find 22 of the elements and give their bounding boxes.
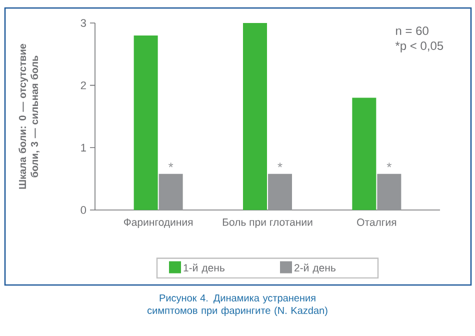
- y-tick-label: 2: [80, 81, 86, 90]
- bar: [377, 174, 402, 210]
- y-tick-label: 3: [80, 19, 86, 27]
- y-tick-label: 1: [81, 144, 86, 152]
- data-label: *: [278, 162, 282, 168]
- data-label: *: [168, 162, 174, 168]
- legend-label: 2-й день: [294, 264, 336, 274]
- annotation: *p < 0,05: [395, 42, 444, 52]
- y-axis-title: Шкала боли: 0 — отсутствие боли, 3 — сильная боль: [18, 44, 40, 189]
- bar: [268, 174, 292, 210]
- data-label: *: [386, 162, 392, 168]
- x-tick-label: Боль при глотании: [222, 218, 312, 228]
- bar: [158, 174, 183, 210]
- legend-label: 1-й день: [184, 264, 224, 274]
- x-tick-label: Оталгия: [357, 218, 396, 226]
- bar: [243, 22, 267, 210]
- y-tick-label: 0: [80, 206, 86, 214]
- annotation: n = 60: [396, 26, 428, 36]
- bar: [134, 35, 158, 210]
- text: Рисунок 4. Динамика устранения симптомов при фарингите (N. Kazdan): [148, 294, 328, 316]
- x-tick-label: Фарингодиния: [124, 218, 193, 228]
- bar: [352, 98, 376, 210]
